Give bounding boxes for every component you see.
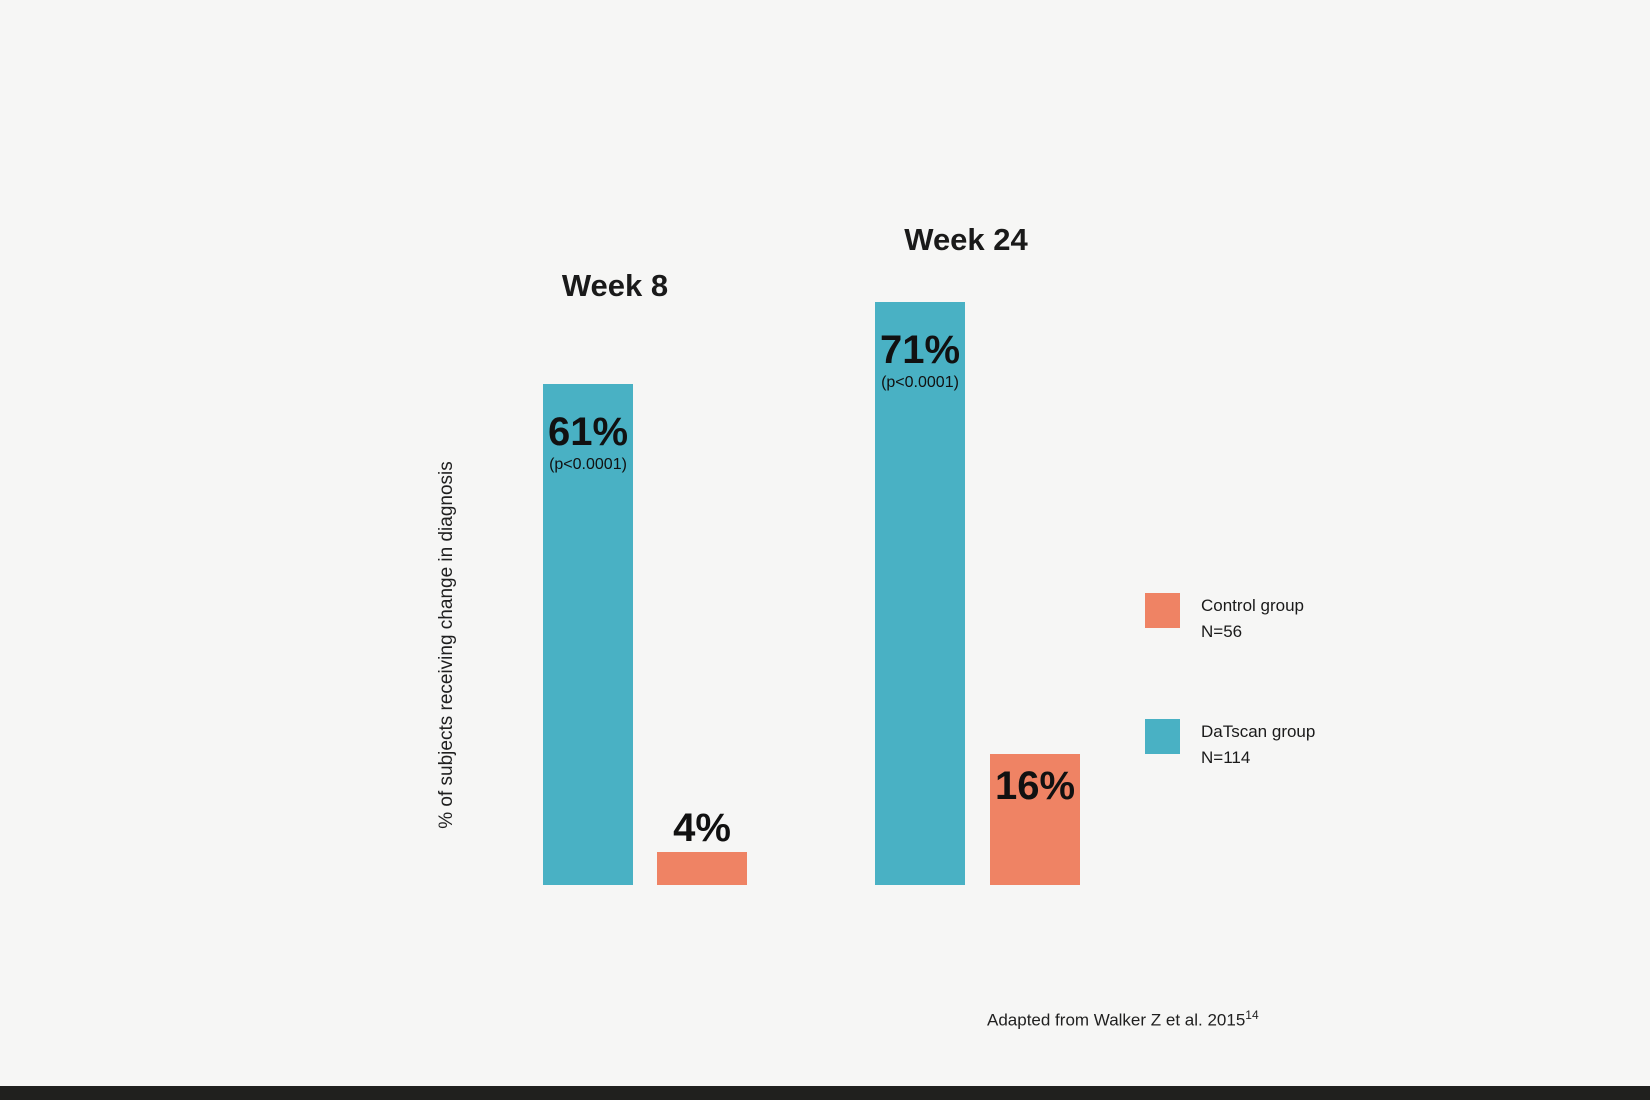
legend-n: N=56 [1201, 621, 1243, 641]
citation-reference-number: 14 [1245, 1008, 1259, 1022]
group-title-week24: Week 24 [904, 222, 1028, 257]
citation-text: Adapted from Walker Z et al. 2015 [987, 1010, 1246, 1030]
bar-control-week8 [657, 852, 747, 885]
legend-item-datscan: DaTscan group N=114 [1145, 719, 1315, 770]
y-axis-label: % of subjects receiving change in diagno… [436, 461, 457, 829]
p-value-label: (p<0.0001) [549, 456, 627, 473]
bar-value-label-control-week24: 16% [994, 764, 1076, 808]
legend-swatch-control [1145, 593, 1180, 628]
legend-label: Control group [1201, 596, 1305, 615]
bar-value-label: 61% [547, 410, 629, 454]
citation: Adapted from Walker Z et al. 201514 [987, 1008, 1259, 1031]
legend-swatch-datscan [1145, 719, 1180, 754]
bar-value-label: 71% [879, 328, 961, 372]
group-title-week8: Week 8 [561, 268, 669, 303]
p-value-label: (p<0.0001) [881, 374, 959, 391]
legend-n: N=114 [1201, 747, 1251, 767]
bar-datscan-week24: 71% (p<0.0001) [875, 302, 965, 885]
bottom-strip [0, 1086, 1650, 1100]
legend-label: DaTscan group [1201, 722, 1316, 741]
bar-datscan-week8: 61% (p<0.0001) [543, 384, 633, 885]
bar-value-label-control-week8: 4% [673, 806, 731, 850]
bar-control-week24: 16% [990, 754, 1080, 885]
legend-item-control: Control group N=56 [1145, 593, 1304, 644]
